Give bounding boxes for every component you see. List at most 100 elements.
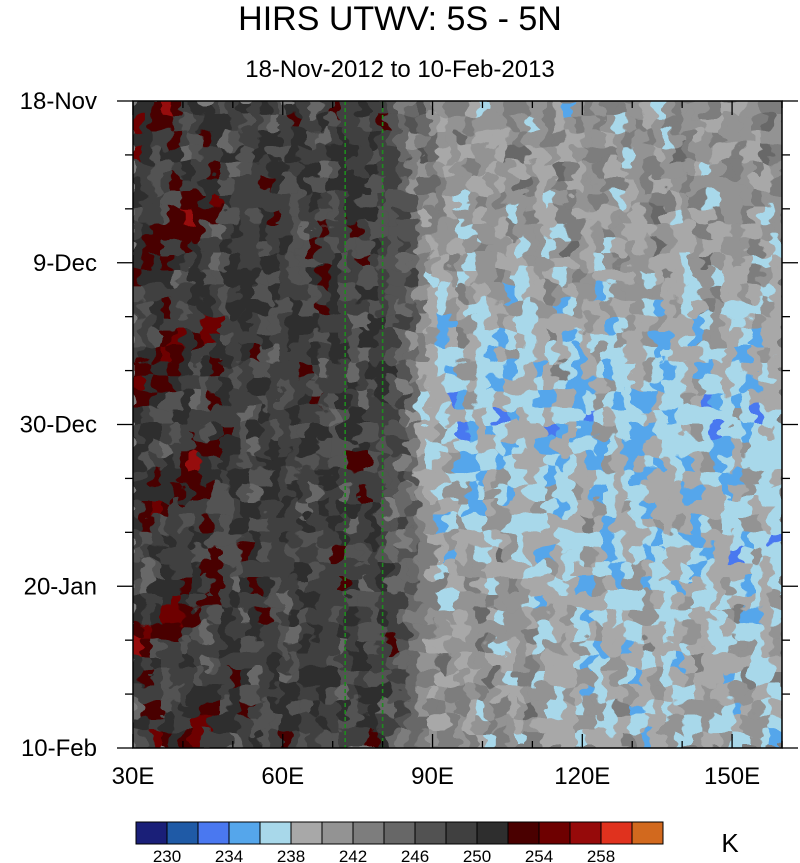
field-cell — [653, 546, 665, 565]
field-cell — [722, 639, 734, 657]
field-cell — [427, 592, 439, 611]
field-cell — [633, 669, 646, 688]
colorbar-tick-label: 234 — [215, 847, 243, 863]
field-cell — [427, 346, 439, 364]
field-cell — [653, 592, 665, 611]
field-cell — [623, 531, 636, 549]
field-cell — [299, 423, 311, 441]
field-cell — [633, 101, 646, 118]
field-cell — [653, 562, 665, 580]
field-cell — [653, 223, 665, 241]
field-cell — [289, 623, 302, 642]
field-cell — [643, 577, 656, 595]
field-cell — [456, 238, 469, 257]
field-cell — [240, 254, 252, 272]
field-cell — [495, 315, 508, 334]
field-cell — [495, 592, 508, 611]
field-cell — [250, 207, 262, 226]
field-cell — [200, 469, 213, 488]
field-cell — [574, 654, 587, 672]
field-cell — [299, 130, 311, 149]
field-cell — [181, 577, 193, 595]
field-cell — [731, 669, 744, 688]
field-cell — [456, 608, 469, 626]
field-cell — [259, 146, 272, 164]
field-cell — [545, 269, 557, 287]
field-cell — [623, 685, 636, 703]
field-cell — [672, 469, 685, 488]
field-cell — [240, 223, 252, 241]
field-cell — [328, 500, 341, 518]
field-cell — [692, 608, 705, 626]
field-cell — [133, 531, 144, 549]
field-cell — [151, 500, 164, 518]
field-cell — [328, 207, 341, 226]
field-cell — [210, 101, 223, 118]
field-cell — [741, 592, 754, 611]
field-cell — [722, 192, 734, 210]
field-cell — [771, 284, 782, 303]
field-cell — [397, 101, 410, 118]
field-cell — [210, 146, 223, 164]
field-cell — [672, 716, 685, 734]
field-cell — [299, 562, 311, 580]
field-cell — [191, 546, 203, 565]
field-cell — [761, 377, 774, 395]
field-cell — [525, 546, 538, 565]
field-cell — [613, 130, 626, 149]
field-cell — [220, 500, 233, 518]
field-cell — [761, 592, 774, 611]
field-cell — [191, 130, 203, 149]
field-cell — [486, 223, 498, 241]
field-cell — [495, 716, 508, 734]
field-cell — [259, 130, 272, 149]
field-cell — [761, 608, 774, 626]
field-cell — [456, 562, 469, 580]
field-cell — [476, 469, 488, 488]
field-cell — [554, 592, 567, 611]
field-cell — [594, 300, 606, 318]
field-cell — [643, 223, 656, 241]
field-cell — [623, 577, 636, 595]
field-cell — [240, 515, 252, 534]
field-cell — [456, 654, 469, 672]
field-cell — [633, 654, 646, 672]
field-cell — [535, 361, 547, 380]
field-cell — [318, 654, 331, 672]
field-cell — [220, 146, 233, 164]
field-cell — [220, 438, 233, 457]
field-cell — [584, 177, 597, 195]
field-cell — [771, 192, 782, 210]
field-cell — [417, 469, 429, 488]
field-cell — [191, 469, 203, 488]
field-cell — [722, 254, 734, 272]
field-cell — [279, 469, 292, 488]
field-cell — [141, 146, 154, 164]
field-cell — [456, 577, 469, 595]
field-cell — [672, 146, 685, 164]
field-cell — [495, 254, 508, 272]
field-cell — [702, 623, 715, 642]
field-cell — [633, 300, 646, 318]
field-cell — [161, 592, 174, 611]
field-cell — [368, 361, 380, 380]
field-cell — [741, 130, 754, 149]
field-cell — [692, 408, 705, 426]
field-cell — [515, 284, 528, 303]
field-cell — [594, 531, 606, 549]
field-cell — [161, 101, 174, 118]
field-cell — [741, 315, 754, 334]
field-cell — [171, 269, 184, 287]
field-cell — [712, 346, 724, 364]
field-cell — [338, 146, 351, 164]
field-cell — [200, 392, 213, 411]
field-cell — [771, 608, 782, 626]
field-cell — [761, 515, 774, 534]
field-cell — [741, 192, 754, 210]
field-cell — [141, 423, 154, 441]
colorbar-tick-label: 238 — [277, 847, 305, 863]
field-cell — [279, 623, 292, 642]
field-cell — [643, 315, 656, 334]
field-cell — [771, 146, 782, 164]
field-cell — [446, 515, 459, 534]
